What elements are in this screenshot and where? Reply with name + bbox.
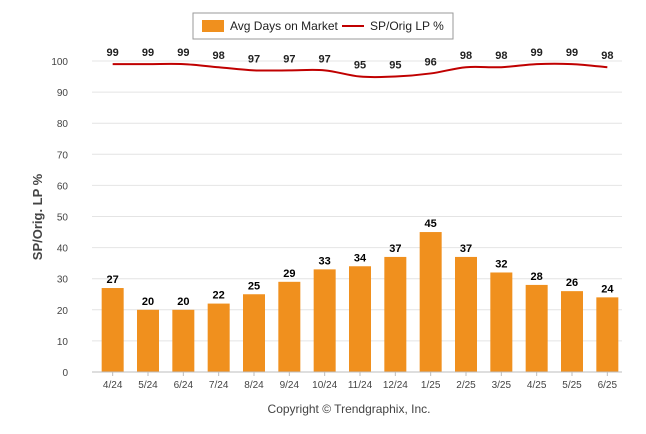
bar-6/25 <box>596 297 619 372</box>
y-tick-label: 70 <box>57 150 69 161</box>
line-value-label: 99 <box>107 47 119 59</box>
line-value-label: 96 <box>425 56 437 68</box>
bar-9/24 <box>278 281 301 372</box>
bar-value-label: 20 <box>177 296 189 308</box>
copyright-text: Copyright © Trendgraphix, Inc. <box>268 402 431 416</box>
bar-5/24 <box>137 309 159 372</box>
bar-7/24 <box>207 303 230 372</box>
y-axis-title: SP/Orig. LP % <box>30 173 45 260</box>
line-value-label: 98 <box>601 50 613 62</box>
bar-11/24 <box>349 266 371 372</box>
legend: Avg Days on Market SP/Orig LP % <box>192 12 454 40</box>
y-tick-label: 20 <box>57 306 69 317</box>
bar-value-label: 32 <box>495 258 507 270</box>
x-tick-label: 2/25 <box>456 380 476 391</box>
data-labels: 27 20 20 22 25 29 33 34 37 45 37 32 28 26 24 99 99 99 98 97… <box>107 47 615 308</box>
y-tick-label: 40 <box>57 244 69 255</box>
y-tick-label: 0 <box>62 368 68 379</box>
line-value-label: 99 <box>531 47 543 59</box>
line-value-label: 95 <box>354 60 366 72</box>
x-tick-label: 5/25 <box>562 380 582 391</box>
bar-value-label: 34 <box>354 252 367 264</box>
legend-bar-swatch <box>202 20 224 32</box>
line-value-label: 99 <box>177 47 189 59</box>
bar-3/25 <box>490 272 513 372</box>
legend-bar-label: Avg Days on Market <box>230 19 338 33</box>
axes: 0 10 20 30 40 50 60 70 80 90 100 4/24 5/24 6/24 7/24 8/… <box>51 57 622 391</box>
y-tick-label: 30 <box>57 275 69 286</box>
bar-8/24 <box>243 294 265 372</box>
y-tick-label: 50 <box>57 213 69 224</box>
bar-1/25 <box>419 232 442 372</box>
bar-4/25 <box>525 284 548 372</box>
bar-12/24 <box>384 256 407 372</box>
x-tick-label: 10/24 <box>312 380 337 391</box>
bar-5/25 <box>561 291 583 372</box>
bar-value-label: 26 <box>566 277 578 289</box>
line-value-label: 97 <box>319 53 331 65</box>
y-tick-label: 60 <box>57 181 69 192</box>
bar-value-label: 20 <box>142 296 154 308</box>
bar-value-label: 33 <box>319 255 331 267</box>
bar-value-label: 37 <box>389 243 401 255</box>
x-tick-label: 1/25 <box>421 380 441 391</box>
x-tick-label: 12/24 <box>383 380 408 391</box>
bar-value-label: 25 <box>248 280 260 292</box>
x-tick-label: 9/24 <box>280 380 300 391</box>
line-value-label: 97 <box>283 53 295 65</box>
y-tick-label: 100 <box>51 57 68 68</box>
x-tick-label: 5/24 <box>138 380 158 391</box>
bar-10/24 <box>313 269 336 372</box>
bar-value-label: 22 <box>213 290 225 302</box>
line-value-label: 98 <box>460 50 472 62</box>
legend-line-label: SP/Orig LP % <box>370 19 444 33</box>
line-value-label: 97 <box>248 53 260 65</box>
line-value-label: 99 <box>566 47 578 59</box>
bar-value-label: 45 <box>425 218 437 230</box>
bar-6/24 <box>172 309 195 372</box>
x-tick-label: 4/24 <box>103 380 123 391</box>
bar-value-label: 24 <box>601 283 614 295</box>
x-tick-label: 6/25 <box>598 380 618 391</box>
line-value-label: 99 <box>142 47 154 59</box>
line-value-label: 95 <box>389 60 401 72</box>
bar-4/24 <box>101 288 124 372</box>
x-tick-label: 4/25 <box>527 380 547 391</box>
line-value-label: 98 <box>495 50 507 62</box>
x-tick-label: 3/25 <box>492 380 512 391</box>
sp-orig-lp-line <box>112 62 608 79</box>
x-tick-label: 7/24 <box>209 380 229 391</box>
y-tick-label: 80 <box>57 119 69 130</box>
y-tick-label: 90 <box>57 88 69 99</box>
bar-2/25 <box>455 256 477 372</box>
line-value-label: 98 <box>213 50 225 62</box>
legend-box <box>192 12 454 40</box>
bar-value-label: 28 <box>531 271 543 283</box>
x-tick-label: 8/24 <box>244 380 264 391</box>
bar-value-label: 27 <box>107 274 119 286</box>
y-tick-label: 10 <box>57 337 69 348</box>
x-tick-label: 11/24 <box>348 380 373 391</box>
bar-value-label: 37 <box>460 243 472 255</box>
bar-series <box>101 232 619 372</box>
line-series <box>112 62 608 79</box>
bar-value-label: 29 <box>283 268 295 280</box>
x-tick-label: 6/24 <box>174 380 194 391</box>
